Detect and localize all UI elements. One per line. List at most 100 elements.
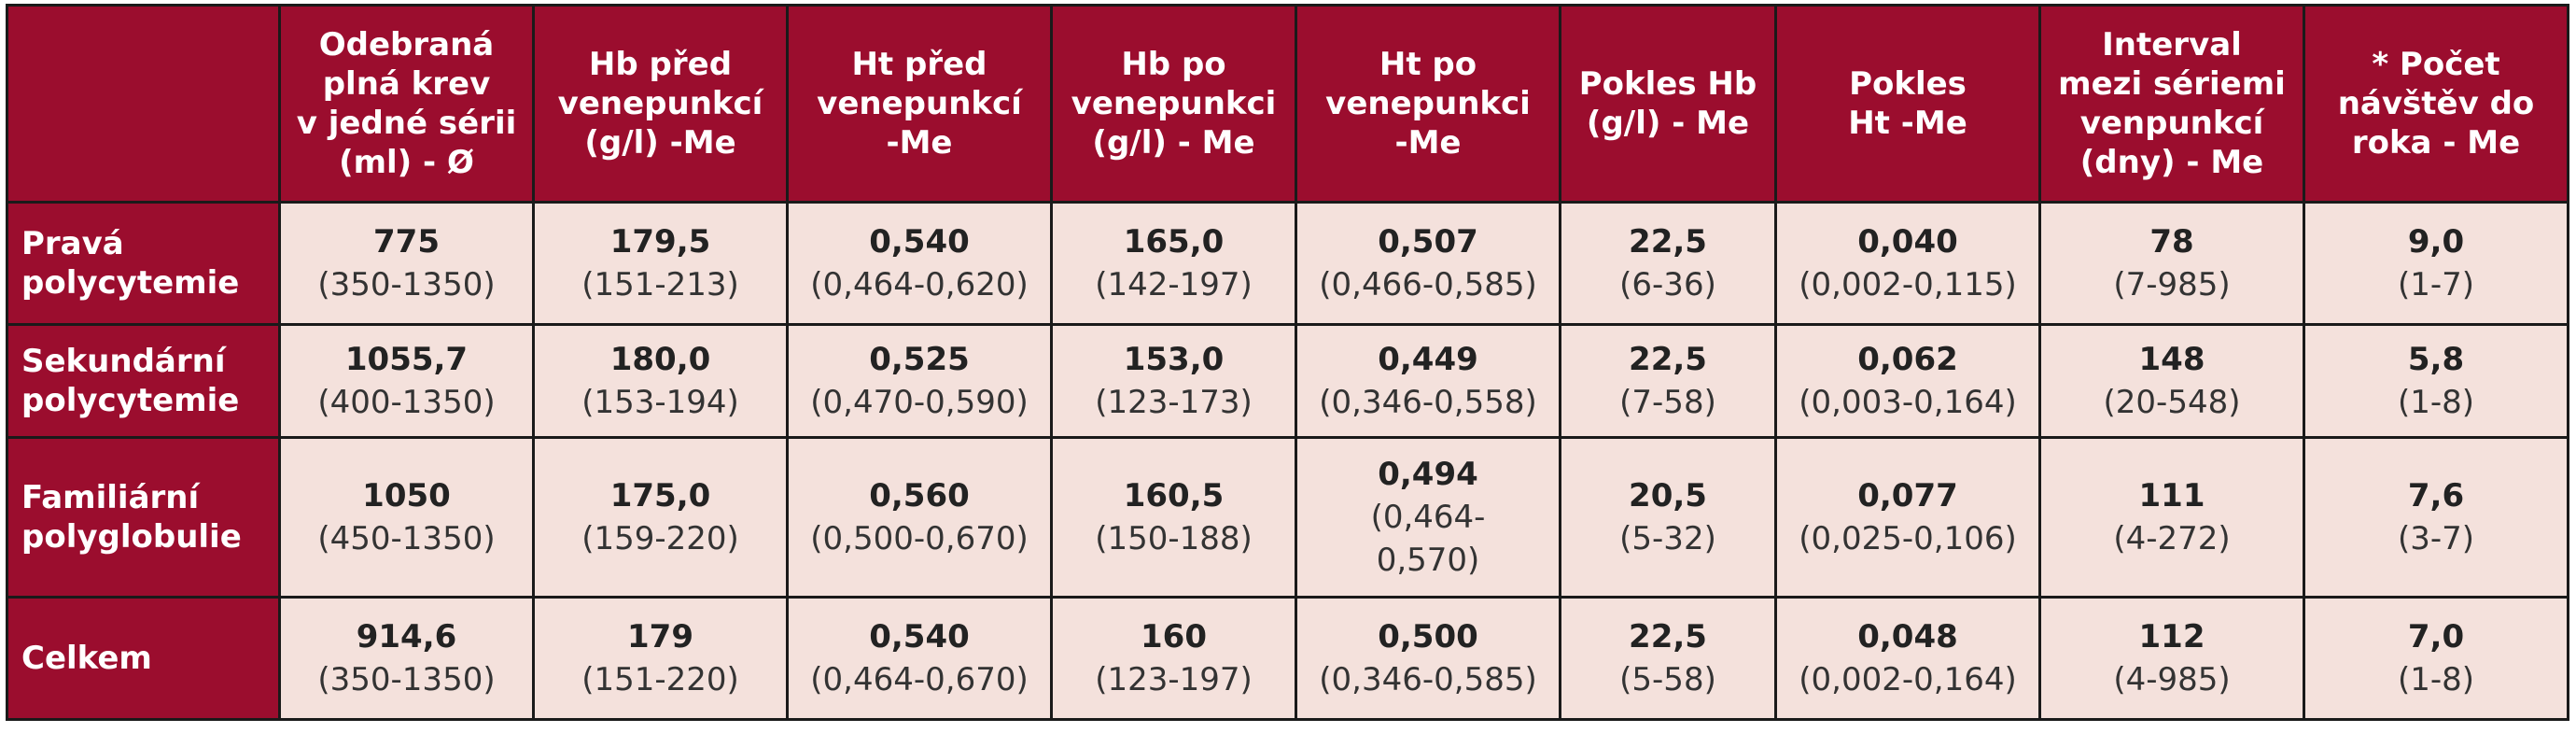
data-cell: 0,494 (0,464-0,570) xyxy=(1295,436,1561,599)
table-row: Familiární polyglobulie 1050 (450-1350) 1… xyxy=(6,436,2569,599)
data-cell: 111 (4-272) xyxy=(2038,436,2305,599)
header-line: Odebraná xyxy=(318,26,495,63)
median-value: 0,040 xyxy=(1857,223,1958,261)
range-value: (142-197) xyxy=(1095,266,1253,303)
range-value: (0,464-0,620) xyxy=(810,266,1029,303)
median-value: 0,449 xyxy=(1378,341,1478,378)
range-value: (0,002-0,115) xyxy=(1799,266,2017,303)
row-label-cell: Celkem xyxy=(6,596,281,721)
data-cell: 0,449 (0,346-0,558) xyxy=(1295,323,1561,439)
header-cell: Odebraná plná krev v jedné sérii (ml) - … xyxy=(278,4,535,204)
data-cell: 112 (4-985) xyxy=(2038,596,2305,721)
header-line: (g/l) - Me xyxy=(1586,105,1750,142)
range-value: (123-173) xyxy=(1095,384,1253,421)
median-value: 914,6 xyxy=(356,618,457,655)
header-line: Hb před xyxy=(588,46,733,83)
median-value: 20,5 xyxy=(1629,477,1707,514)
median-value: 1055,7 xyxy=(344,341,469,378)
venepuncture-results-table: Odebraná plná krev v jedné sérii (ml) - … xyxy=(6,4,2569,721)
header-cell: Ht po venepunkci -Me xyxy=(1295,4,1561,204)
median-value: 148 xyxy=(2138,341,2205,378)
range-value: (151-213) xyxy=(581,266,739,303)
median-value: 112 xyxy=(2138,618,2205,655)
median-value: 78 xyxy=(2149,223,2194,261)
range-value: (0,464-0,570) xyxy=(1370,499,1486,579)
data-cell: 0,048 (0,002-0,164) xyxy=(1774,596,2041,721)
range-value: (7-985) xyxy=(2113,266,2231,303)
header-line: Ht -Me xyxy=(1848,105,1967,142)
range-value: (123-197) xyxy=(1095,661,1253,698)
header-line: (g/l) - Me xyxy=(1092,124,1255,162)
data-cell: 0,540 (0,464-0,620) xyxy=(786,201,1053,326)
median-value: 1050 xyxy=(362,477,451,514)
data-cell: 914,6 (350-1350) xyxy=(278,596,535,721)
range-value: (1-8) xyxy=(2397,661,2475,698)
median-value: 0,077 xyxy=(1857,477,1958,514)
data-cell: 179,5 (151-213) xyxy=(532,201,789,326)
data-cell: 0,040 (0,002-0,115) xyxy=(1774,201,2041,326)
median-value: 0,062 xyxy=(1857,341,1958,378)
row-label-line: Celkem xyxy=(21,640,152,677)
median-value: 0,500 xyxy=(1378,618,1478,655)
median-value: 0,560 xyxy=(869,477,970,514)
header-line: Ht po xyxy=(1379,46,1477,83)
header-line: -Me xyxy=(886,124,953,162)
data-cell: 20,5 (5-32) xyxy=(1559,436,1777,599)
row-label-line: Familiární xyxy=(21,479,200,516)
data-cell: 22,5 (6-36) xyxy=(1559,201,1777,326)
median-value: 775 xyxy=(373,223,440,261)
header-line: návštěv do xyxy=(2337,85,2535,122)
median-value: 7,0 xyxy=(2407,618,2465,655)
median-value: 180,0 xyxy=(609,341,711,378)
table-row: Celkem 914,6 (350-1350) 179 (151-220) 0,54… xyxy=(6,596,2569,721)
header-line: * Počet xyxy=(2372,46,2500,83)
range-value: (3-7) xyxy=(2397,520,2475,557)
data-cell: 1055,7 (400-1350) xyxy=(278,323,535,439)
row-label-cell: Sekundární polycytemie xyxy=(6,323,281,439)
median-value: 0,540 xyxy=(869,618,970,655)
table-row: Sekundární polycytemie 1055,7 (400-1350) … xyxy=(6,323,2569,439)
data-cell: 0,062 (0,003-0,164) xyxy=(1774,323,2041,439)
range-value: (0,500-0,670) xyxy=(810,520,1029,557)
range-value: (0,346-0,558) xyxy=(1319,384,1537,421)
row-label-line: polyglobulie xyxy=(21,518,242,556)
header-cell: Ht před venepunkcí -Me xyxy=(786,4,1053,204)
header-corner-cell xyxy=(6,4,281,204)
data-cell: 78 (7-985) xyxy=(2038,201,2305,326)
data-cell: 165,0 (142-197) xyxy=(1050,201,1297,326)
range-value: (7-58) xyxy=(1619,384,1716,421)
data-cell: 180,0 (153-194) xyxy=(532,323,789,439)
row-label-line: polycytemie xyxy=(21,382,240,419)
header-line: (g/l) -Me xyxy=(584,124,736,162)
range-value: (450-1350) xyxy=(317,520,496,557)
header-line: venepunkci xyxy=(1071,85,1277,122)
median-value: 0,494 xyxy=(1378,456,1478,493)
data-cell: 1050 (450-1350) xyxy=(278,436,535,599)
range-value: (0,003-0,164) xyxy=(1799,384,2017,421)
median-value: 179 xyxy=(627,618,693,655)
median-value: 7,6 xyxy=(2407,477,2465,514)
header-line: venepunkci xyxy=(1325,85,1531,122)
header-cell: Hb po venepunkci (g/l) - Me xyxy=(1050,4,1297,204)
header-line: plná krev xyxy=(322,65,491,103)
range-value: (350-1350) xyxy=(317,661,496,698)
range-value: (20-548) xyxy=(2103,384,2241,421)
data-cell: 0,525 (0,470-0,590) xyxy=(786,323,1053,439)
data-cell: 148 (20-548) xyxy=(2038,323,2305,439)
data-cell: 775 (350-1350) xyxy=(278,201,535,326)
header-line: Ht před xyxy=(851,46,987,83)
header-line: Pokles Hb xyxy=(1578,65,1757,103)
data-cell: 7,6 (3-7) xyxy=(2303,436,2569,599)
median-value: 0,048 xyxy=(1857,618,1958,655)
header-line: Hb po xyxy=(1121,46,1226,83)
data-cell: 153,0 (123-173) xyxy=(1050,323,1297,439)
data-cell: 160 (123-197) xyxy=(1050,596,1297,721)
range-value: (0,466-0,585) xyxy=(1319,266,1537,303)
median-value: 111 xyxy=(2138,477,2205,514)
median-value: 0,507 xyxy=(1378,223,1478,261)
median-value: 5,8 xyxy=(2407,341,2465,378)
median-value: 160 xyxy=(1141,618,1207,655)
median-value: 153,0 xyxy=(1123,341,1225,378)
range-value: (350-1350) xyxy=(317,266,496,303)
range-value: (4-985) xyxy=(2113,661,2231,698)
